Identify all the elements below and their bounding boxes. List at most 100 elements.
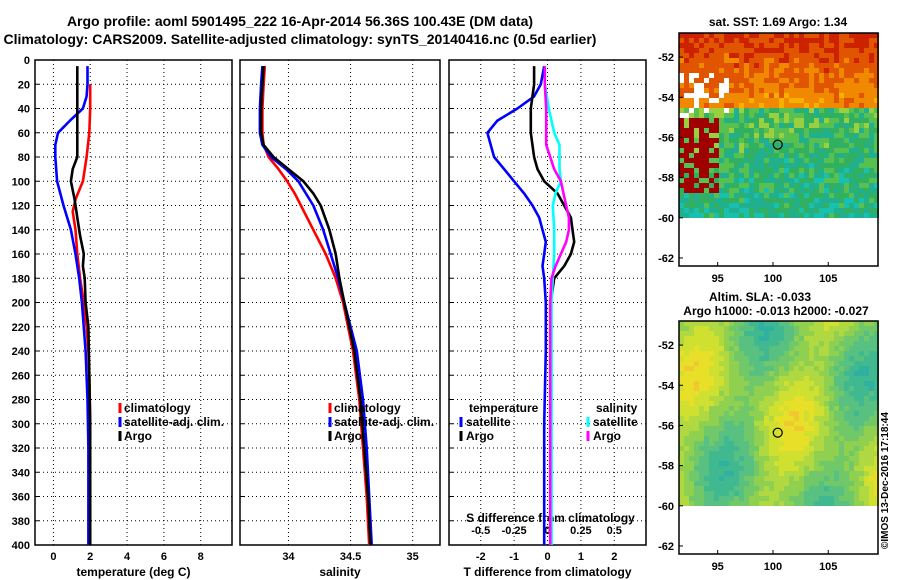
map-cell — [769, 471, 774, 476]
map-cell — [859, 416, 864, 421]
map-cell — [829, 431, 834, 436]
map-cell — [804, 63, 809, 68]
map-cell — [839, 421, 844, 426]
map-cell — [839, 436, 844, 441]
map-cell — [794, 83, 799, 88]
map-cell — [829, 113, 834, 118]
map-cell — [729, 168, 734, 173]
map-cell — [804, 481, 809, 486]
map-cell — [719, 341, 724, 346]
map-cell — [869, 178, 874, 183]
map-cell — [874, 33, 879, 38]
map-cell — [699, 381, 704, 386]
map-cell — [689, 351, 694, 356]
map-cell — [869, 361, 874, 366]
map-cell — [704, 33, 709, 38]
map-cell — [824, 421, 829, 426]
map-cell — [719, 381, 724, 386]
map-cell — [854, 431, 859, 436]
map-cell — [814, 421, 819, 426]
map-cell — [874, 421, 879, 426]
map-cell — [854, 336, 859, 341]
map-cell — [759, 103, 764, 108]
map-cell — [854, 108, 859, 113]
map-cell — [684, 476, 689, 481]
map-cell — [699, 123, 704, 128]
map-cell — [849, 486, 854, 491]
map-cell — [784, 183, 789, 188]
map-cell — [869, 73, 874, 78]
map-cell — [784, 133, 789, 138]
map-cell — [829, 466, 834, 471]
map-cell — [759, 148, 764, 153]
map-cell — [689, 83, 694, 88]
map-cell — [764, 48, 769, 53]
map-cell — [809, 198, 814, 203]
map-cell — [704, 476, 709, 481]
map-cell — [719, 461, 724, 466]
map-cell — [824, 88, 829, 93]
map-cell — [814, 98, 819, 103]
map-cell — [774, 63, 779, 68]
map-cell — [724, 43, 729, 48]
map-cell — [709, 481, 714, 486]
map-cell — [714, 431, 719, 436]
map-cell — [794, 173, 799, 178]
map-cell — [714, 481, 719, 486]
map-cell — [699, 113, 704, 118]
series-line-argo — [259, 66, 372, 546]
map-cell — [729, 436, 734, 441]
map-cell — [744, 346, 749, 351]
map-cell — [739, 73, 744, 78]
map-cell — [724, 361, 729, 366]
map-cell — [859, 138, 864, 143]
map-cell — [779, 341, 784, 346]
map-cell — [714, 341, 719, 346]
map-cell — [844, 401, 849, 406]
map-cell — [819, 48, 824, 53]
map-cell — [859, 336, 864, 341]
map-cell — [789, 441, 794, 446]
map-cell — [709, 193, 714, 198]
map-cell — [839, 53, 844, 58]
map-cell — [699, 461, 704, 466]
map-cell — [874, 456, 879, 461]
map-cell — [799, 386, 804, 391]
map-cell — [704, 98, 709, 103]
map-cell — [824, 346, 829, 351]
map-cell — [794, 431, 799, 436]
map-cell — [709, 203, 714, 208]
map-cell — [874, 58, 879, 63]
depth-tick-label: 280 — [12, 395, 30, 407]
map-cell — [789, 491, 794, 496]
map-cell — [739, 128, 744, 133]
map-cell — [799, 153, 804, 158]
map-cell — [724, 451, 729, 456]
map-cell — [779, 88, 784, 93]
map-cell — [704, 113, 709, 118]
map-cell — [749, 208, 754, 213]
map-cell — [739, 158, 744, 163]
map-cell — [734, 173, 739, 178]
map-cell — [874, 193, 879, 198]
map-cell — [744, 411, 749, 416]
map-cell — [714, 366, 719, 371]
map-cell — [869, 421, 874, 426]
map-cell — [809, 78, 814, 83]
map-cell — [729, 163, 734, 168]
map-cell — [714, 213, 719, 218]
map-cell — [724, 411, 729, 416]
map-cell — [874, 143, 879, 148]
map-cell — [699, 431, 704, 436]
map-cell — [819, 193, 824, 198]
depth-tick-label: 100 — [12, 176, 30, 188]
map-cell — [789, 366, 794, 371]
map-cell — [744, 441, 749, 446]
map-cell — [769, 381, 774, 386]
map-cell — [819, 163, 824, 168]
map-cell — [864, 118, 869, 123]
map-cell — [709, 73, 714, 78]
map-cell — [769, 123, 774, 128]
map-cell — [869, 346, 874, 351]
map-cell — [684, 501, 689, 506]
